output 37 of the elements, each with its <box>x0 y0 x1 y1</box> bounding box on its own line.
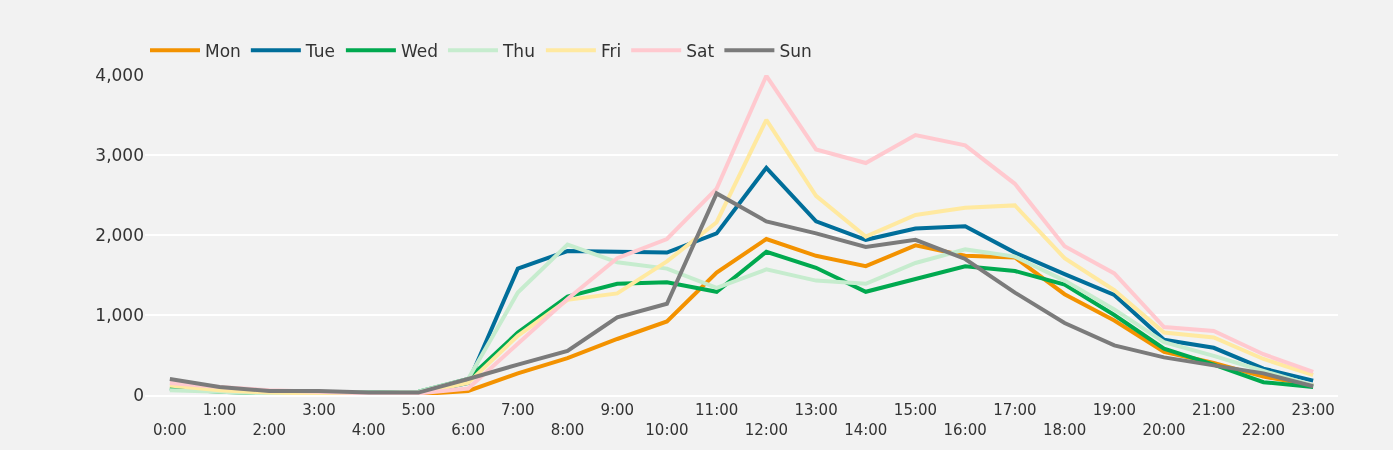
x-tick-label: 3:00 <box>302 401 336 419</box>
x-tick-label: 22:00 <box>1241 420 1286 439</box>
x-tick-label: 10:00 <box>645 420 689 439</box>
x-tick-label: 16:00 <box>943 420 987 439</box>
x-tick-label: 0:00 <box>153 420 187 439</box>
legend-label: Tue <box>304 40 335 61</box>
legend-label: Sun <box>779 40 812 61</box>
x-tick-label: 11:00 <box>695 401 739 419</box>
x-tick-label: 17:00 <box>993 401 1037 419</box>
x-tick-label: 12:00 <box>744 420 788 439</box>
x-tick-label: 8:00 <box>550 420 585 439</box>
x-tick-label: 4:00 <box>351 420 386 439</box>
legend-label: Mon <box>205 40 241 61</box>
line-series <box>167 191 1316 395</box>
legend-label: Fri <box>600 40 622 61</box>
legend-label: Sat <box>686 40 715 61</box>
legend-label: Wed <box>400 40 438 61</box>
legend-label: Thu <box>501 40 535 61</box>
x-tick-label: 14:00 <box>844 420 888 439</box>
y-tick-label: 4,000 <box>95 64 144 85</box>
x-tick-label: 6:00 <box>451 420 485 439</box>
y-tick-label: 3,000 <box>95 144 144 165</box>
y-tick-label: 2,000 <box>95 224 144 245</box>
y-tick-label: 1,000 <box>95 304 144 325</box>
y-tick-label: 0 <box>133 384 144 405</box>
x-tick-label: 1:00 <box>202 401 237 419</box>
x-tick-label: 9:00 <box>600 401 635 419</box>
x-tick-label: 5:00 <box>401 401 436 419</box>
x-tick-label: 15:00 <box>893 401 938 419</box>
x-tick-label: 23:00 <box>1291 401 1335 419</box>
x-tick-label: 20:00 <box>1142 420 1186 439</box>
x-tick-label: 7:00 <box>500 401 535 419</box>
x-tick-label: 13:00 <box>794 401 838 419</box>
x-tick-label: 2:00 <box>252 420 287 439</box>
x-tick-label: 21:00 <box>1192 401 1236 419</box>
x-tick-label: 19:00 <box>1092 401 1136 419</box>
x-tick-label: 18:00 <box>1042 420 1087 439</box>
